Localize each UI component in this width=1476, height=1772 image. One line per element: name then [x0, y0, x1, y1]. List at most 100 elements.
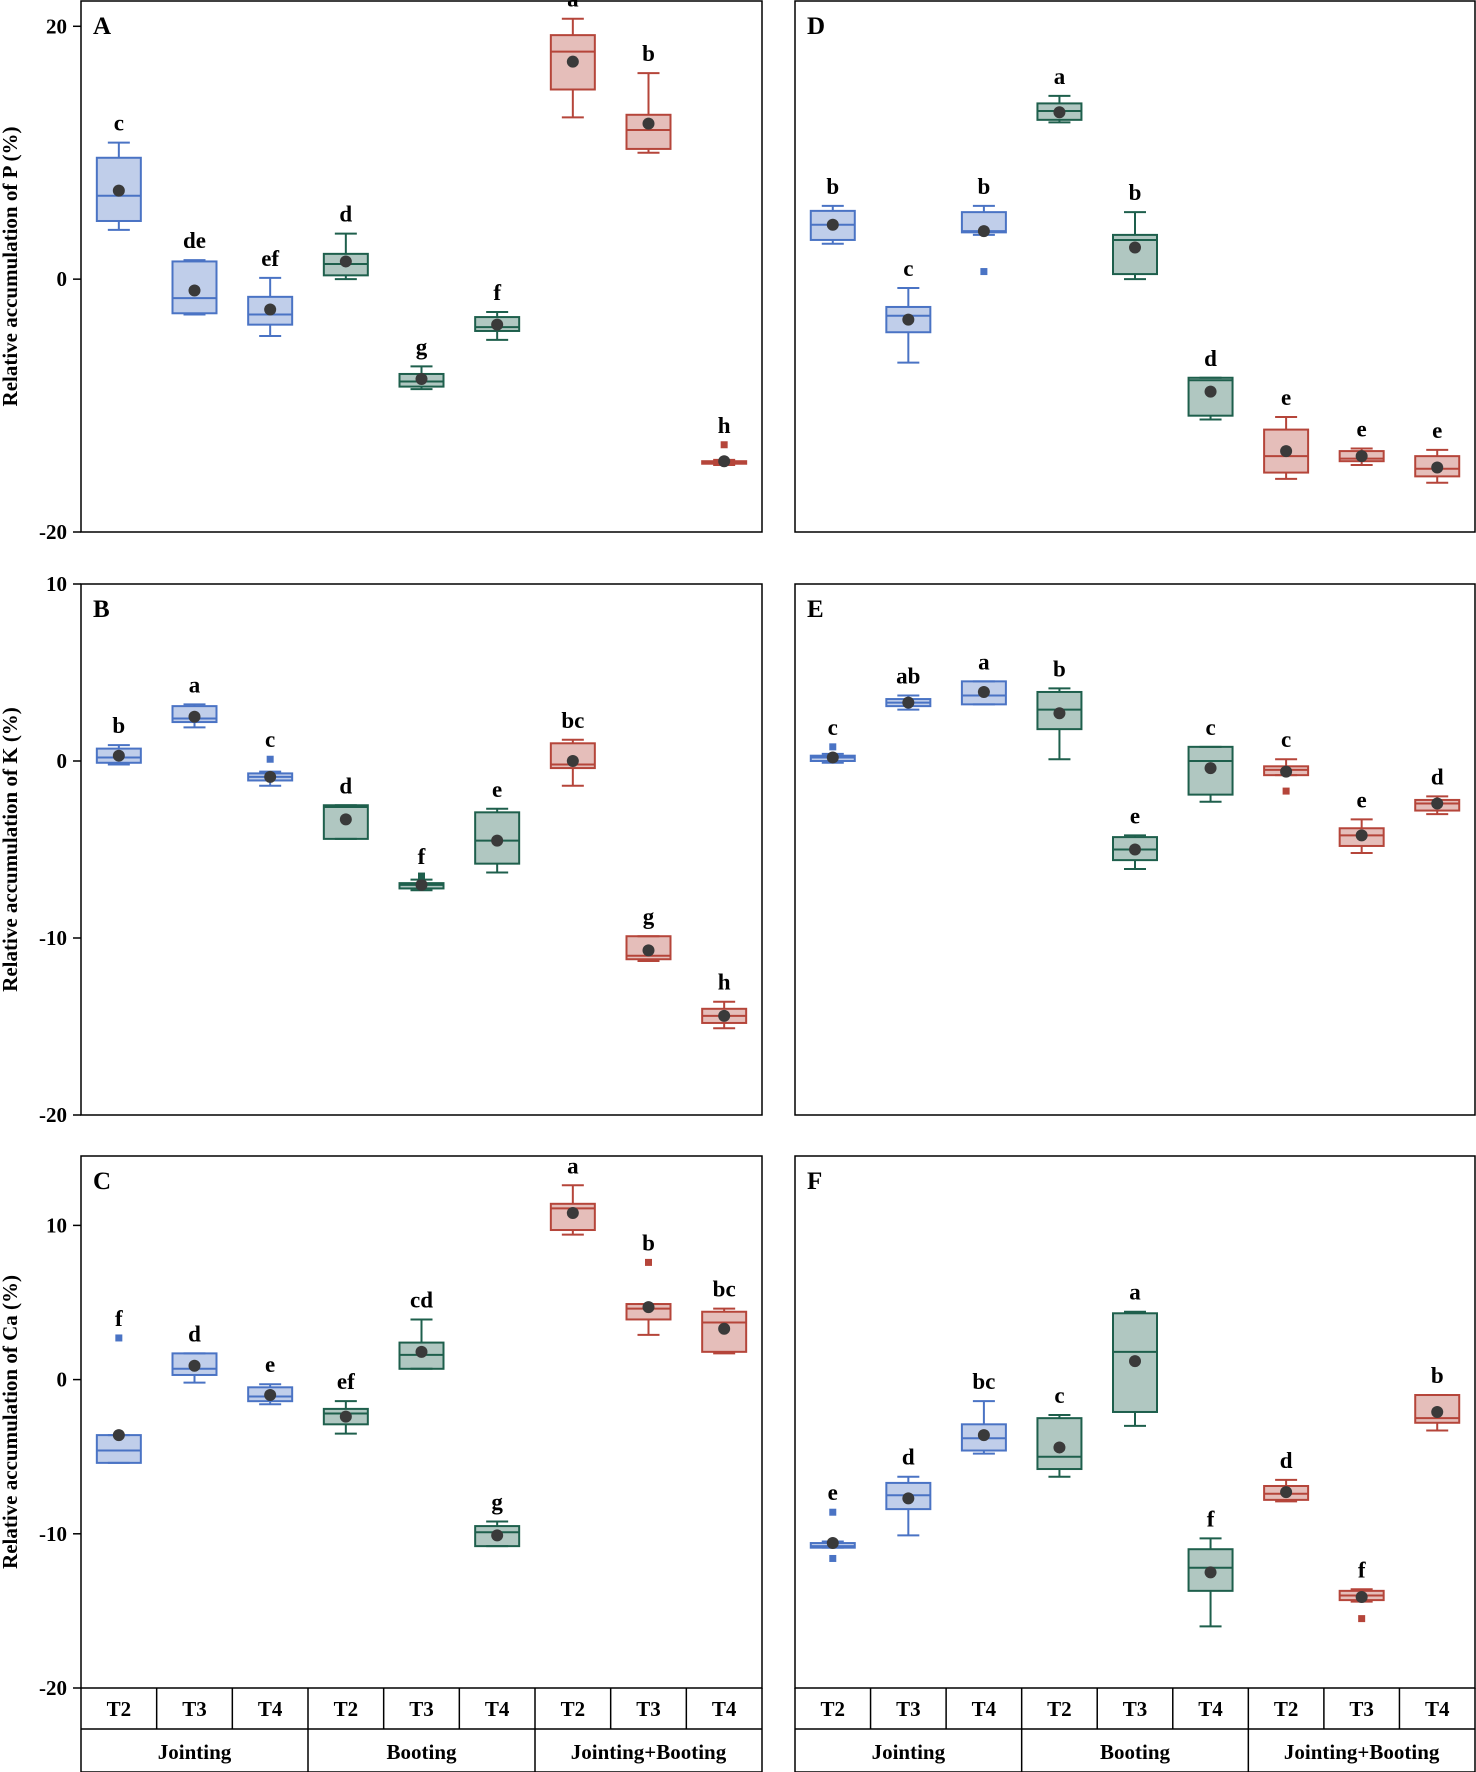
mean-point	[415, 1345, 428, 1358]
y-axis-label: Relative accumulation of Ca (%)	[0, 1275, 22, 1569]
treatment-label: T3	[636, 1697, 661, 1721]
outlier-point	[1358, 1615, 1366, 1623]
mean-point	[188, 1359, 201, 1372]
panel-D: Db c b a b d e e e	[794, 0, 1476, 533]
mean-point	[1431, 1405, 1444, 1418]
box-booting-t4: f	[474, 280, 521, 341]
panel-label: C	[93, 1168, 111, 1195]
significance-letter: h	[718, 413, 731, 438]
panel-label: F	[807, 1168, 822, 1195]
mean-point	[415, 373, 428, 386]
iqr-box	[1187, 1548, 1234, 1592]
mean-point	[642, 944, 655, 957]
box-jointing-t3: d	[171, 1321, 218, 1384]
box-jointing-booting-t4: d	[1414, 764, 1461, 816]
box-booting-t3: g	[398, 334, 445, 391]
significance-letter: e	[1432, 418, 1442, 443]
box-jointing-t3: d	[885, 1445, 932, 1537]
box-jointing-t4: e	[247, 1352, 294, 1406]
mean-point	[826, 218, 839, 231]
box-booting-t3: cd	[398, 1287, 445, 1370]
significance-letter: a	[567, 1153, 579, 1178]
mean-point	[826, 1537, 839, 1550]
treatment-label: T3	[1349, 1697, 1374, 1721]
mean-point	[112, 184, 125, 197]
plot-frame	[794, 1155, 1476, 1689]
box-jointing-booting-t4: e	[1414, 418, 1461, 484]
box-booting-t4: c	[1187, 715, 1234, 803]
significance-letter: a	[189, 672, 201, 697]
y-tick-label: 20	[46, 14, 67, 38]
mean-point	[902, 696, 915, 709]
treatment-label: T4	[1425, 1697, 1450, 1721]
significance-letter: f	[493, 280, 501, 305]
significance-letter: ef	[261, 246, 279, 271]
mean-point	[1280, 765, 1293, 778]
box-jointing-t2: b	[809, 174, 856, 245]
significance-letter: b	[826, 174, 839, 199]
box-jointing-booting-t2: a	[549, 0, 596, 119]
mean-point	[642, 1301, 655, 1314]
box-jointing-booting-t2: a	[549, 1153, 596, 1236]
panel-F: Fe d bc c a f d f b T2 T3 T4 T2 T3 T4 T2 T3 T4 Jointing Boo…	[794, 1155, 1476, 1772]
box-jointing-t2: c	[809, 715, 856, 764]
significance-letter: bc	[561, 708, 584, 733]
outlier-point	[115, 1334, 123, 1342]
significance-letter: cd	[410, 1287, 433, 1312]
significance-letter: d	[902, 1445, 915, 1470]
mean-point	[1280, 445, 1293, 458]
significance-letter: f	[1207, 1506, 1215, 1531]
mean-point	[902, 1492, 915, 1505]
category-axis: T2 T3 T4 T2 T3 T4 T2 T3 T4 Jointing Booting Jointin…	[794, 1688, 1476, 1772]
plot-frame	[80, 0, 763, 533]
box-booting-t2: a	[1036, 64, 1083, 124]
mean-point	[1053, 1441, 1066, 1454]
y-axis-label: Relative accumulation of P (%)	[0, 127, 22, 407]
mean-point	[339, 1410, 352, 1423]
treatment-label: T3	[182, 1697, 207, 1721]
mean-point	[1280, 1486, 1293, 1499]
mean-point	[264, 1389, 277, 1402]
group-label: Jointing+Booting	[571, 1740, 727, 1764]
box-booting-t3: a	[1112, 1280, 1158, 1427]
significance-letter: b	[1431, 1363, 1444, 1388]
panel-label: B	[93, 596, 110, 623]
treatment-label: T4	[258, 1697, 283, 1721]
box-jointing-t2: e	[809, 1480, 856, 1562]
significance-letter: e	[1357, 417, 1367, 442]
group-label: Booting	[386, 1740, 457, 1764]
significance-letter: c	[903, 256, 913, 281]
box-jointing-t4: c	[247, 727, 294, 787]
significance-letter: d	[188, 1321, 201, 1346]
box-jointing-t3: de	[171, 228, 218, 316]
box-jointing-t3: c	[885, 256, 932, 364]
y-tick-label: -10	[39, 1522, 67, 1546]
outlier-point	[829, 743, 837, 751]
outlier-point	[829, 1554, 837, 1562]
iqr-box	[1263, 428, 1310, 474]
y-tick-label: 10	[46, 572, 67, 596]
mean-point	[977, 685, 990, 698]
box-jointing-booting-t3: e	[1338, 787, 1385, 855]
significance-letter: f	[1358, 1557, 1366, 1582]
treatment-label: T4	[485, 1697, 510, 1721]
box-jointing-booting-t2: d	[1263, 1448, 1310, 1503]
significance-letter: b	[642, 1230, 655, 1255]
mean-point	[1355, 450, 1368, 463]
significance-letter: a	[567, 0, 579, 12]
mean-point	[1204, 385, 1217, 398]
outlier-point	[645, 1258, 652, 1266]
group-label: Booting	[1100, 1740, 1171, 1764]
y-tick-label: -20	[39, 1676, 67, 1700]
box-booting-t2: c	[1036, 1383, 1083, 1478]
panel-label: A	[93, 13, 111, 40]
significance-letter: a	[978, 649, 990, 674]
significance-letter: c	[1281, 727, 1291, 752]
box-booting-t4: g	[474, 1489, 521, 1548]
significance-letter: a	[1129, 1280, 1141, 1305]
mean-point	[339, 255, 352, 268]
mean-point	[718, 1009, 731, 1022]
significance-letter: c	[828, 715, 838, 740]
mean-point	[415, 878, 428, 891]
